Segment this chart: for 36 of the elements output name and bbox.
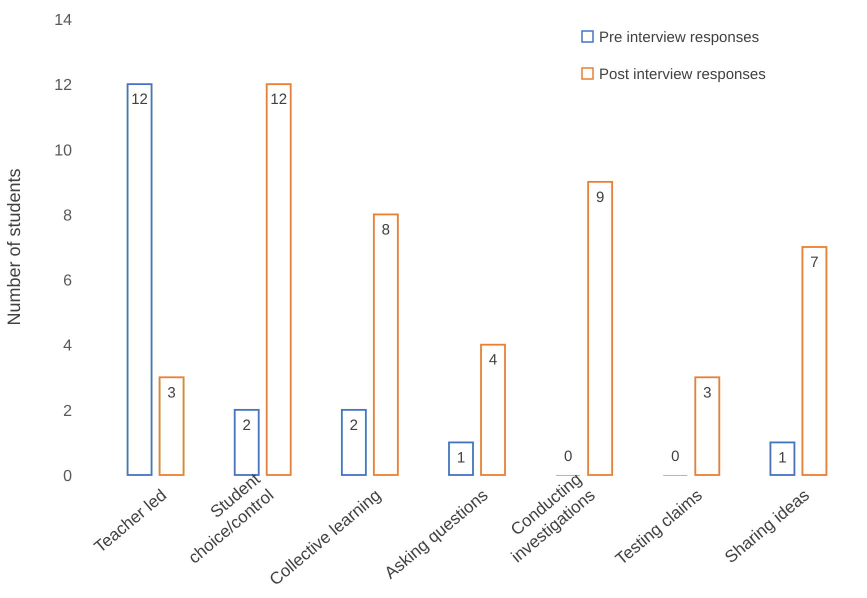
bar xyxy=(126,83,152,476)
data-label: 9 xyxy=(596,188,604,206)
data-label: 1 xyxy=(778,449,787,466)
data-label: 12 xyxy=(270,91,288,108)
y-tick-label: 6 xyxy=(63,272,72,290)
data-label: 2 xyxy=(242,416,251,434)
bar xyxy=(158,376,184,476)
data-label: 7 xyxy=(810,254,819,271)
y-tick-label: 2 xyxy=(63,402,72,420)
y-tick-label: 4 xyxy=(63,338,72,355)
data-label: 0 xyxy=(564,448,572,465)
y-tick-label: 14 xyxy=(54,12,72,29)
y-tick-label: 0 xyxy=(63,468,72,485)
data-label: 3 xyxy=(167,384,176,402)
y-axis-title: Number of students xyxy=(4,168,24,326)
data-label: 12 xyxy=(131,91,148,108)
data-label: 3 xyxy=(703,384,712,402)
legend-label: Post interview responses xyxy=(599,66,766,83)
legend-label: Pre interview responses xyxy=(599,29,760,46)
y-tick-label: 10 xyxy=(54,142,72,160)
data-label: 1 xyxy=(456,449,466,466)
data-label: 2 xyxy=(350,416,358,434)
y-tick-label: 12 xyxy=(54,77,72,94)
bar xyxy=(372,214,399,476)
bar xyxy=(694,376,720,476)
data-label: 0 xyxy=(671,448,680,465)
bar xyxy=(480,344,506,476)
bar xyxy=(802,246,828,476)
bar xyxy=(340,408,367,476)
bar xyxy=(448,442,474,476)
data-label: 4 xyxy=(488,352,498,369)
data-label: 8 xyxy=(382,221,390,238)
y-tick-label: 8 xyxy=(63,207,72,224)
bar xyxy=(587,180,614,476)
bar xyxy=(266,83,292,476)
bar xyxy=(770,442,796,476)
